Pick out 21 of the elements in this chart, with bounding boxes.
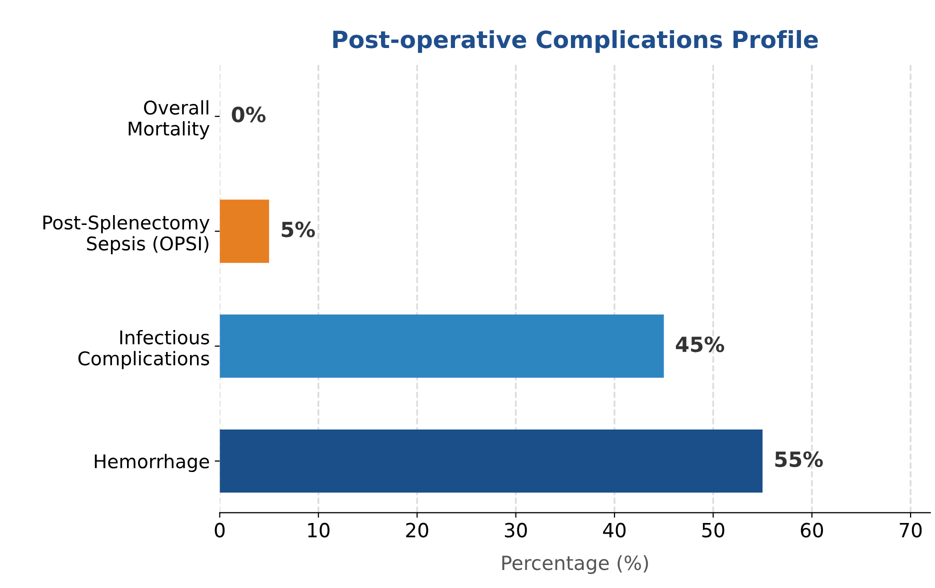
x-tick-label: 20 xyxy=(406,522,428,538)
y-tick-label: Post-Splenectomy Sepsis (OPSI) xyxy=(43,215,210,254)
x-tick-label: 10 xyxy=(308,522,330,538)
x-tick-label: 70 xyxy=(900,522,922,538)
y-tick-label: Infectious Complications xyxy=(78,330,210,370)
x-tick-label: 60 xyxy=(800,522,823,538)
data-label: 45% xyxy=(676,336,724,352)
bar xyxy=(220,314,664,378)
bar xyxy=(220,200,270,263)
chart-title: Post-operative Complications Profile xyxy=(333,30,818,53)
bar xyxy=(220,429,763,493)
x-tick-label: 0 xyxy=(214,522,225,538)
x-axis-title: Percentage (%) xyxy=(502,555,648,574)
data-label: 0% xyxy=(232,106,266,122)
x-tick-label: 50 xyxy=(702,522,724,538)
x-tick-label: 30 xyxy=(504,522,527,538)
data-label: 5% xyxy=(282,222,315,238)
x-tick-label: 40 xyxy=(603,522,626,538)
data-label: 55% xyxy=(775,451,823,468)
y-tick-label: Overall Mortality xyxy=(128,100,210,140)
y-tick-label: Hemorrhage xyxy=(94,454,209,472)
